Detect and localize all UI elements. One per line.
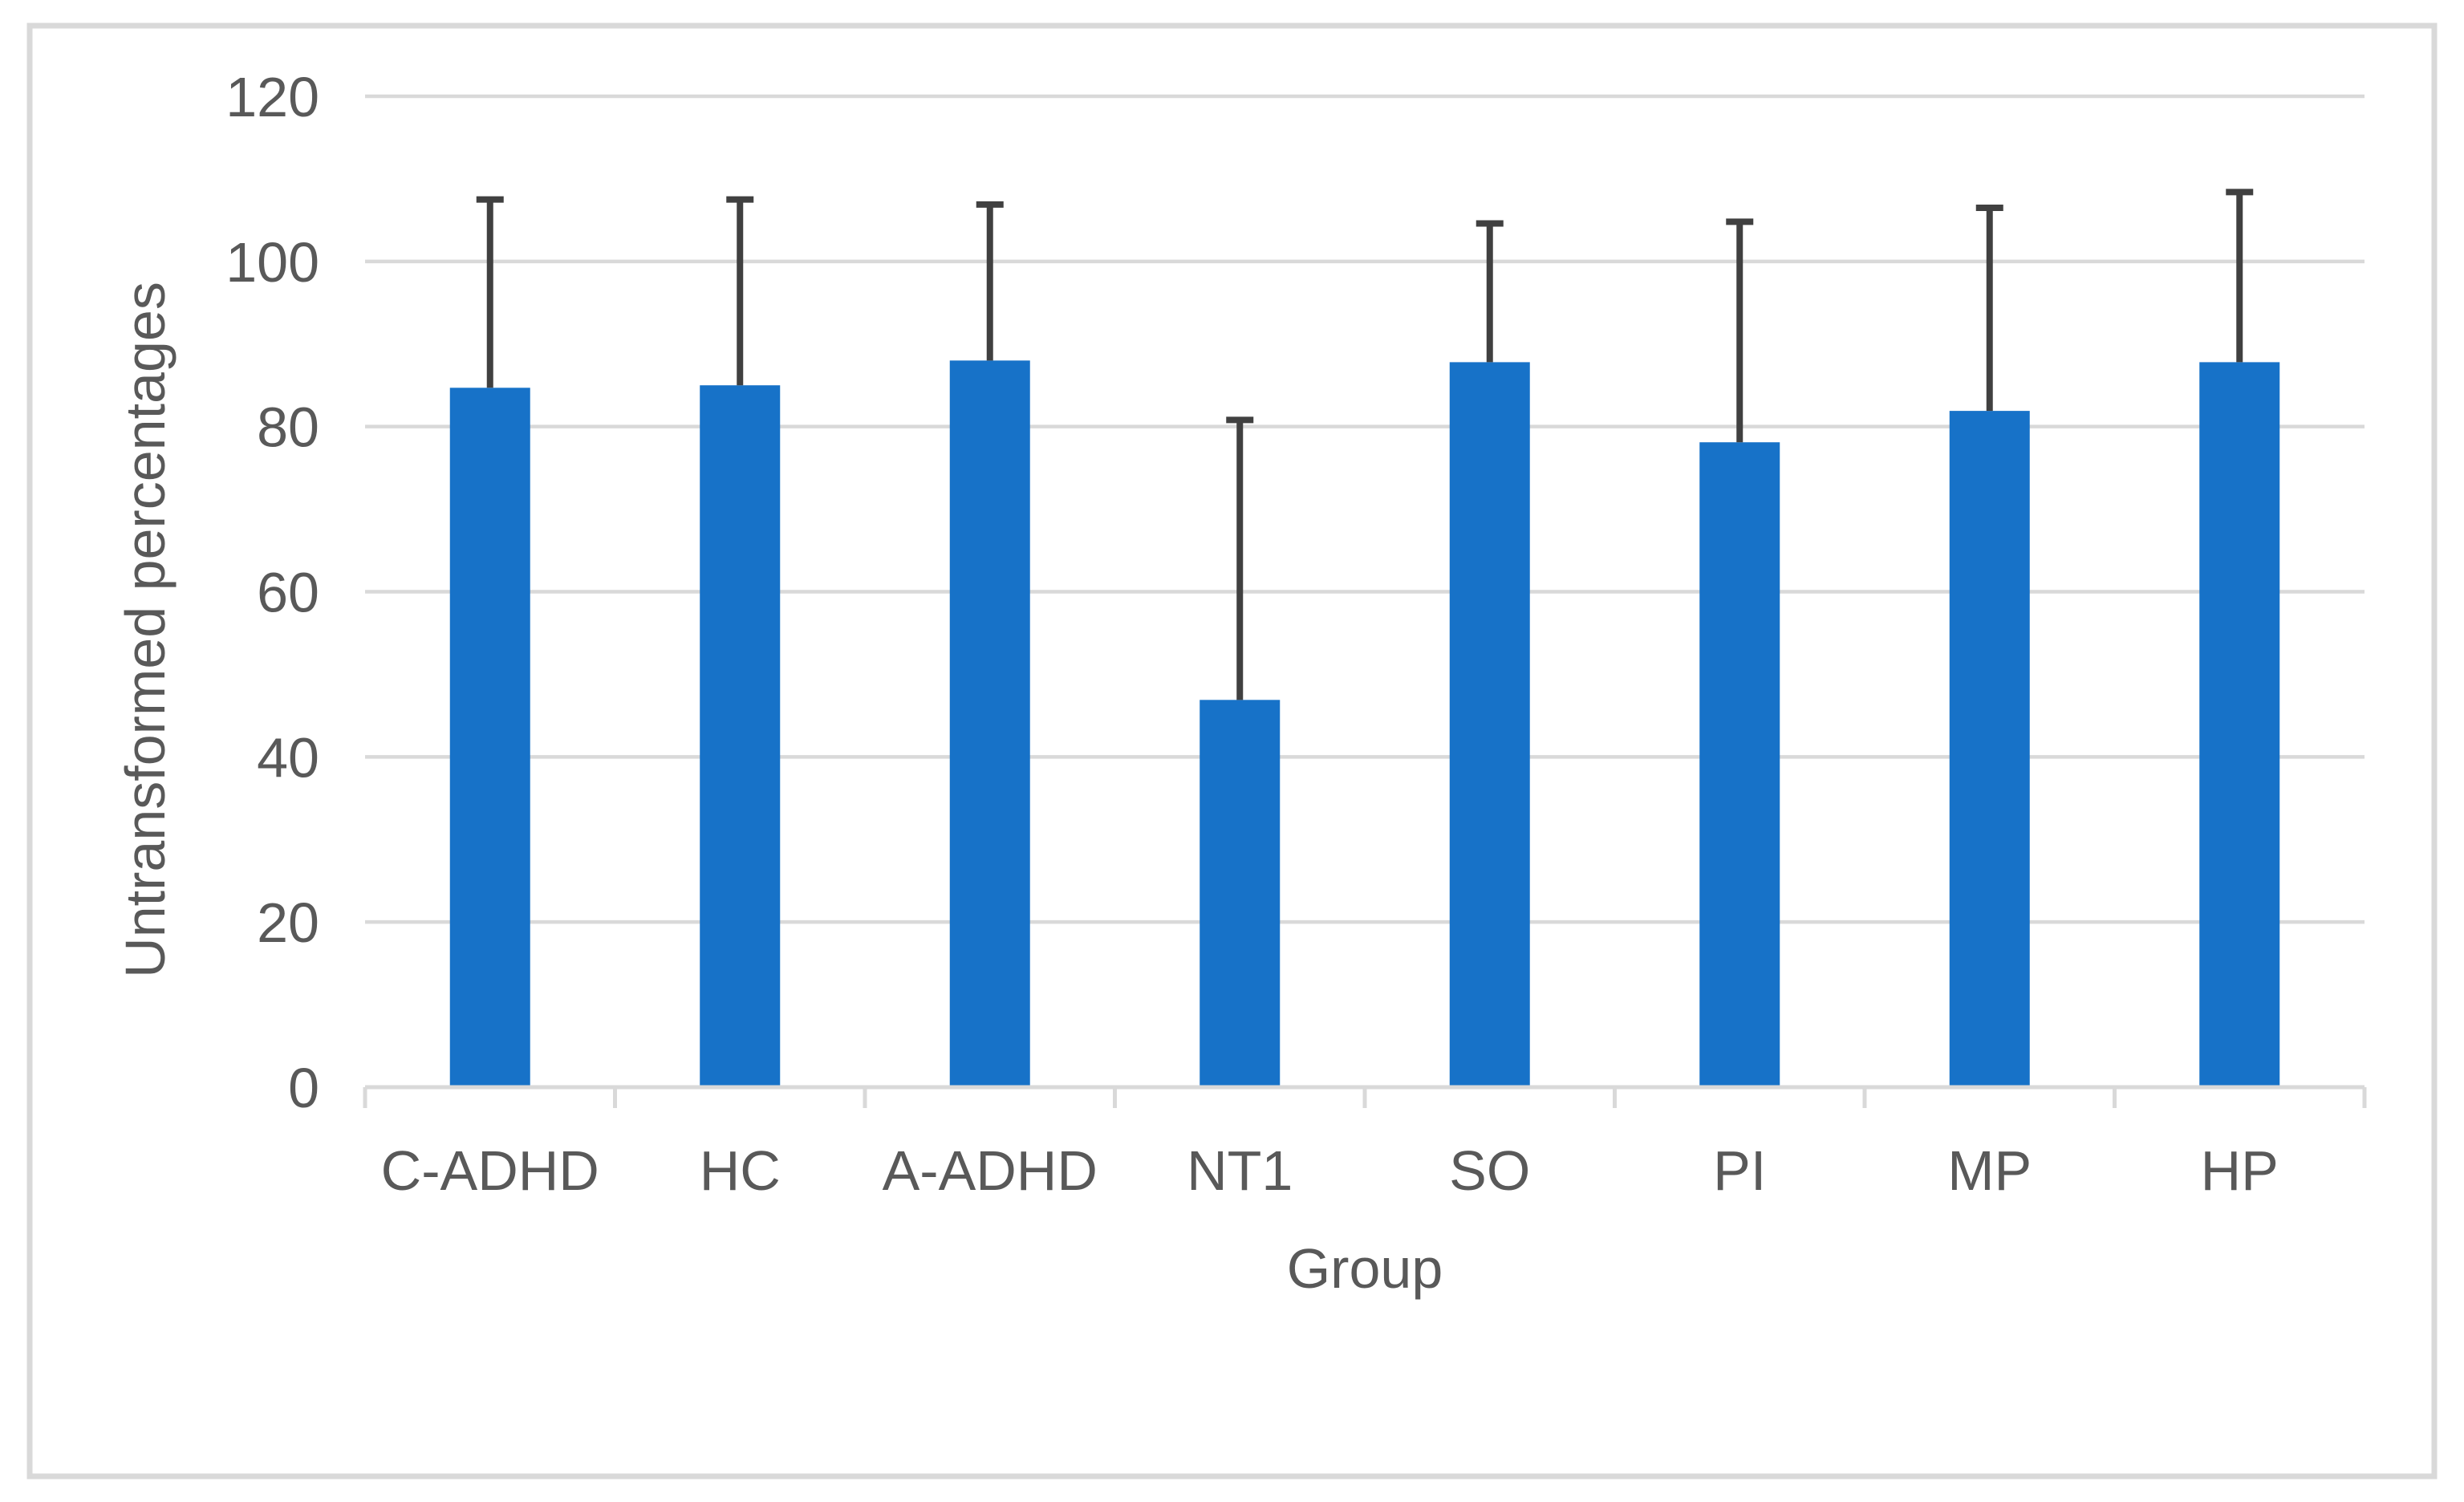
x-axis (363, 1085, 2367, 1108)
y-tick-label-0: 0 (288, 1057, 319, 1119)
x-tick-label-HP: HP (2201, 1139, 2279, 1202)
x-tick-label-HC: HC (700, 1139, 781, 1202)
x-tick-label-NT1: NT1 (1187, 1139, 1293, 1202)
bar-PI (1699, 442, 1780, 1087)
bar-C-ADHD (449, 388, 530, 1087)
x-tick-label-SO: SO (1449, 1139, 1530, 1202)
x-axis-tick-labels: C-ADHD HC A-ADHD NT1 SO PI MP HP (381, 1139, 2279, 1202)
y-tick-label-80: 80 (257, 396, 319, 459)
x-tick-label-A-ADHD: A-ADHD (883, 1139, 1098, 1202)
y-tick-label-120: 120 (225, 66, 319, 128)
error-bars (476, 189, 2254, 700)
y-tick-label-40: 40 (257, 726, 319, 789)
x-tick-label-MP: MP (1947, 1139, 2032, 1202)
y-tick-label-60: 60 (257, 562, 319, 624)
y-axis-title: Untransformed percentages (114, 282, 177, 978)
bars (449, 360, 2280, 1087)
x-tick-label-PI: PI (1713, 1139, 1766, 1202)
bar-A-ADHD (949, 360, 1030, 1087)
y-tick-label-20: 20 (257, 891, 319, 954)
bar-SO (1449, 362, 1530, 1087)
figure-border (26, 22, 2438, 1480)
y-tick-label-100: 100 (225, 231, 319, 294)
bar-HP (2199, 362, 2280, 1087)
x-tick-label-C-ADHD: C-ADHD (381, 1139, 599, 1202)
x-axis-title: Group (1287, 1237, 1443, 1300)
y-axis-tick-labels: 0 20 40 60 80 100 120 (225, 66, 319, 1119)
bar-NT1 (1200, 700, 1281, 1087)
bar-HC (700, 385, 781, 1087)
gridlines (365, 94, 2365, 924)
bar-MP (1949, 411, 2030, 1087)
